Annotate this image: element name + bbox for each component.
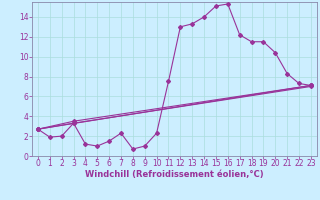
X-axis label: Windchill (Refroidissement éolien,°C): Windchill (Refroidissement éolien,°C) xyxy=(85,170,264,179)
